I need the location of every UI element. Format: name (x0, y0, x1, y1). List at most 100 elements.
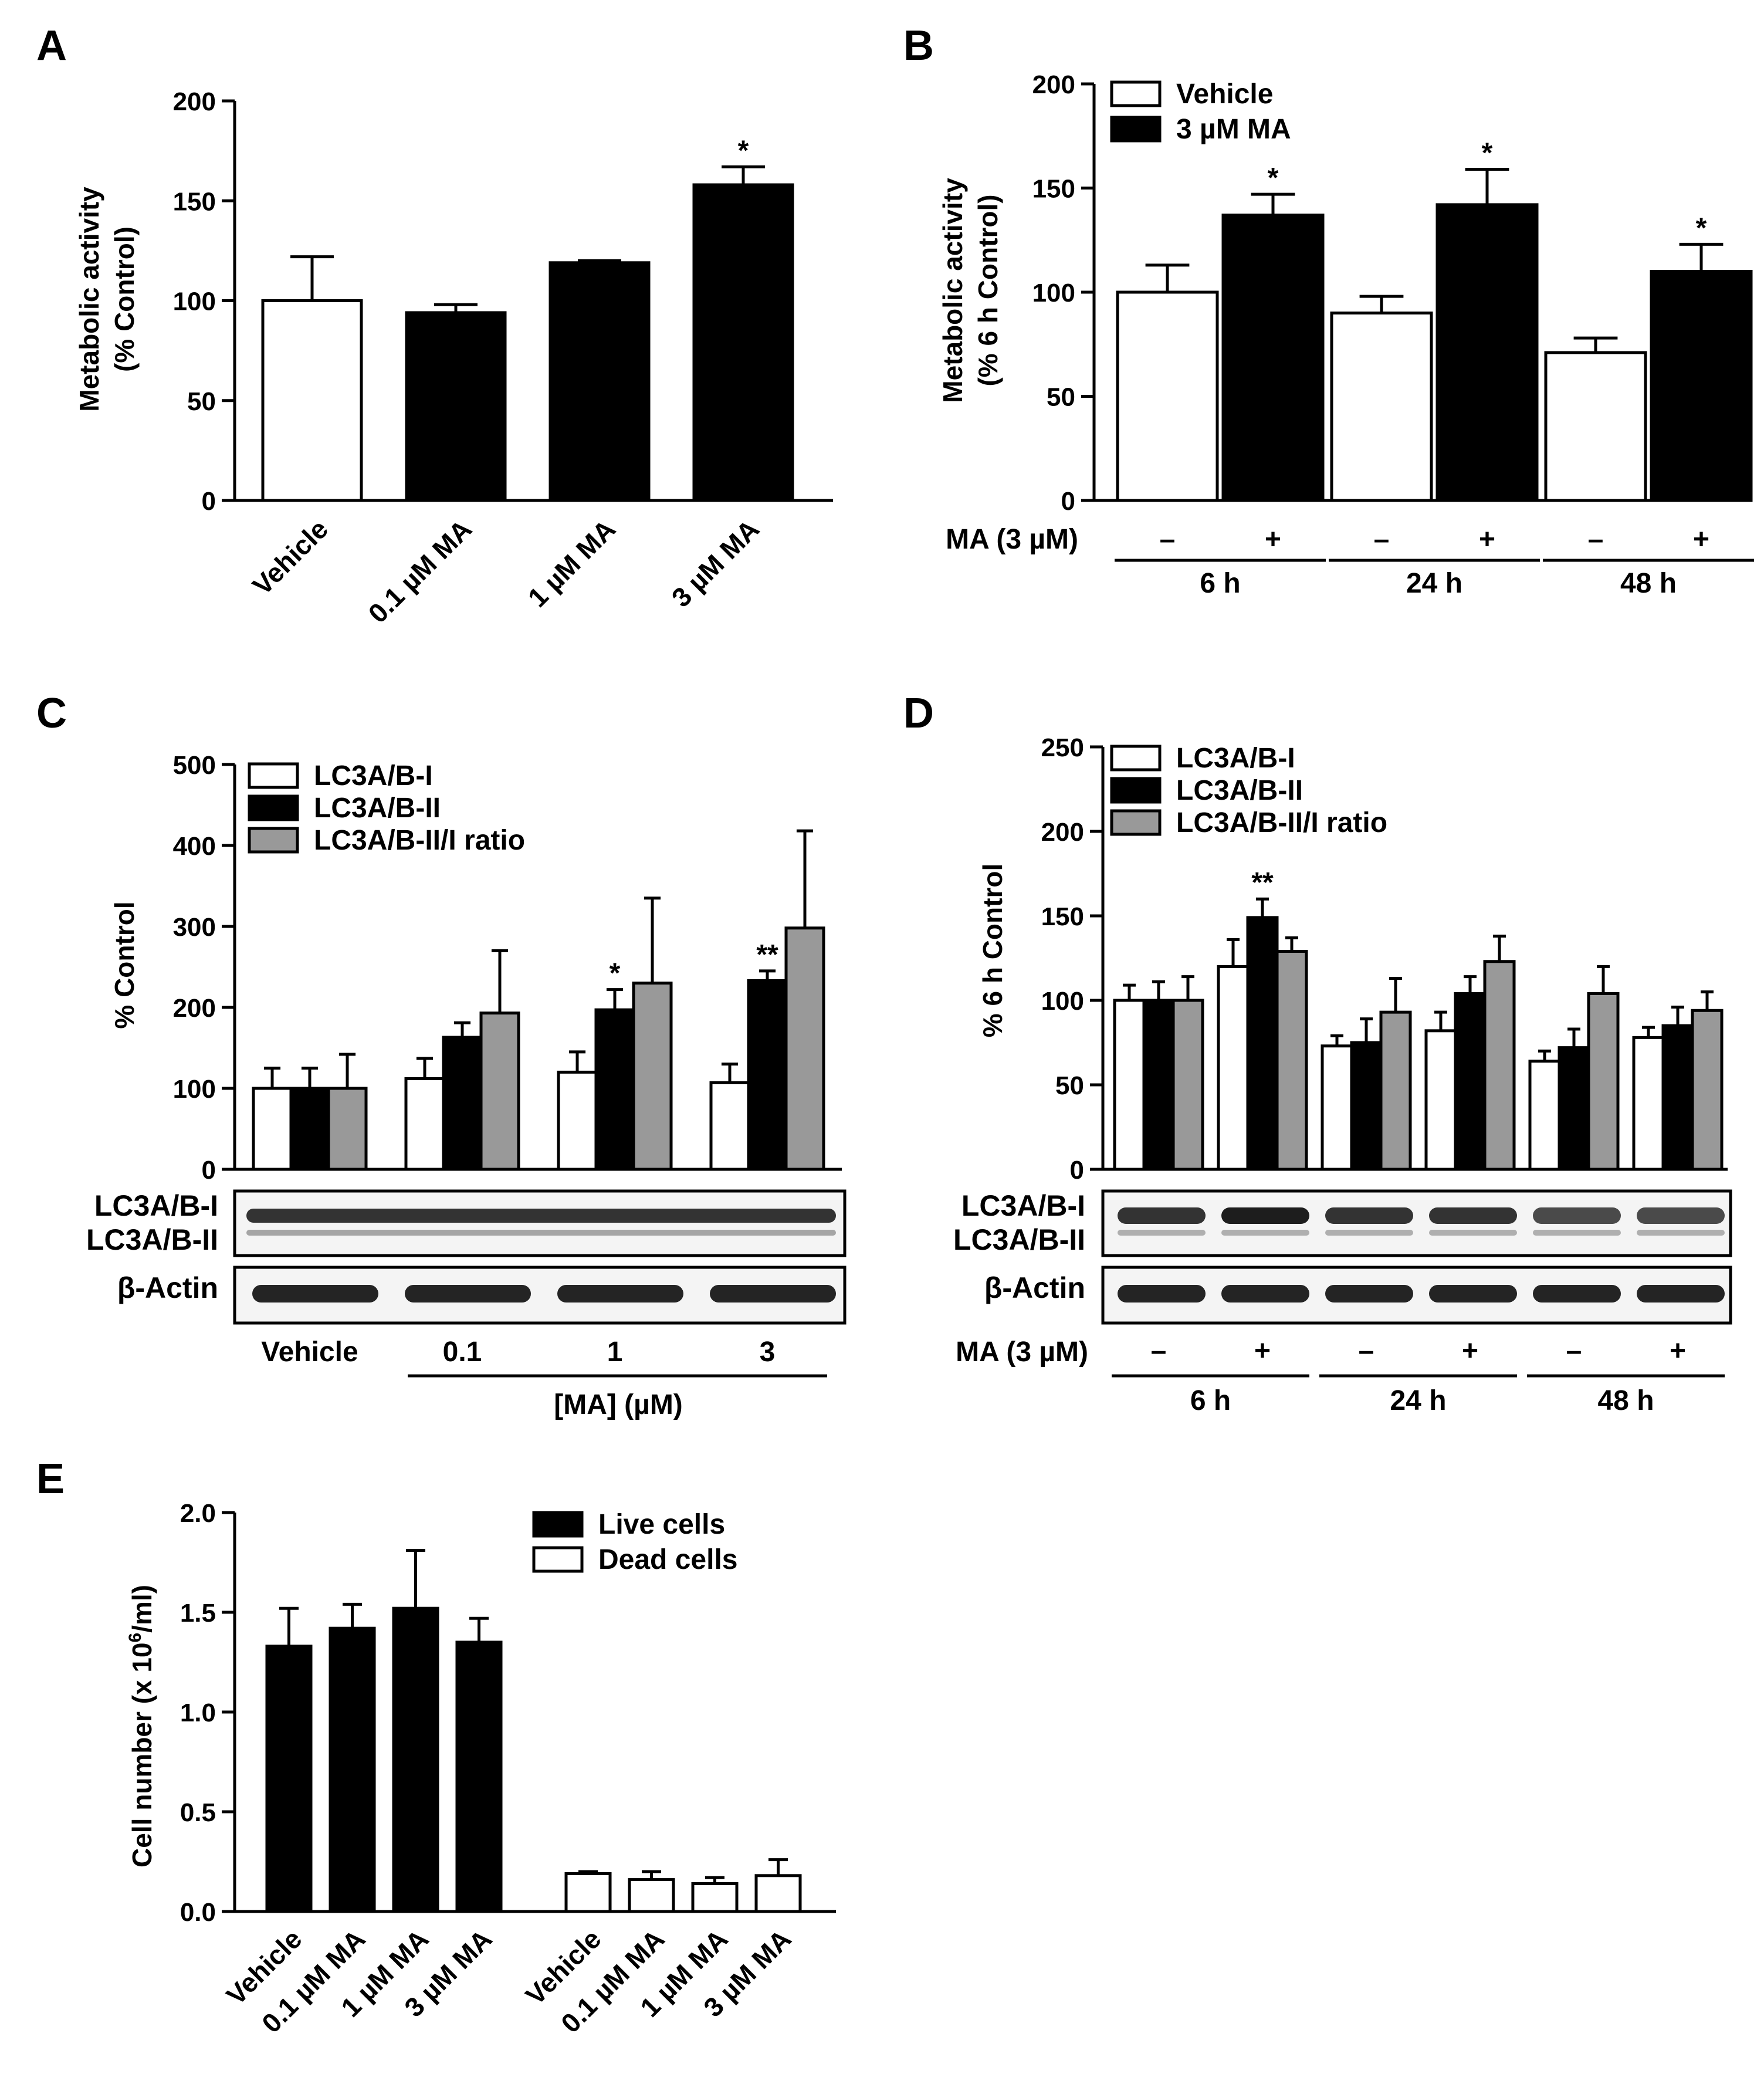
panel-d-blot-actin-band (1429, 1285, 1517, 1302)
panel-d-blot-lc3ii-band (1429, 1230, 1517, 1236)
panel-d-legend-lc3ii-label: LC3A/B-II (1176, 775, 1303, 806)
panel-c-series-0-bar (252, 1087, 293, 1171)
panel-d-series-1-bar (1661, 1024, 1694, 1171)
panel-a-y-tick-label: 50 (187, 387, 216, 416)
panel-a-category-label: 1 µM MA (522, 513, 621, 613)
panel-d-series-1-bar (1142, 999, 1175, 1171)
panel-b-legend-vehicle-label: Vehicle (1176, 79, 1273, 110)
panel-a-ylabel-line2: (% Control) (109, 226, 140, 372)
panel-a-y-tick-label: 200 (173, 87, 216, 116)
panel-b-ylabel-line1: Metabolic activity (937, 178, 968, 403)
panel-c-category-label: 1 (607, 1337, 623, 1368)
panel-c-series-0-bar (709, 1081, 750, 1171)
panel-e-legend-live-label: Live cells (598, 1509, 725, 1540)
panel-b-bar (1435, 203, 1539, 502)
panel-d-blot-actin-band (1637, 1285, 1725, 1302)
panel-c-significance: ** (756, 939, 778, 970)
panel-d-blot-actin-band (1533, 1285, 1621, 1302)
panel-e-bar (628, 1878, 675, 1913)
panel-e-y-tick-label: 0.0 (180, 1898, 216, 1927)
panel-b-y-tick-label: 100 (1032, 279, 1075, 307)
panel-d-ylabel: % 6 h Control (977, 864, 1008, 1037)
panel-b-bar (1330, 312, 1433, 502)
panel-d-series-0-bar (1113, 999, 1146, 1171)
panel-d-series-2-bar (1587, 992, 1620, 1171)
panel-c-category-label: 3 (760, 1337, 776, 1368)
panel-d-y-tick-label: 200 (1041, 818, 1084, 847)
panel-c-legend-lc3ii-swatch (248, 794, 299, 821)
panel-c-series-2-bar (479, 1011, 520, 1171)
panel-c-group-label: [MA] (µM) (554, 1389, 683, 1420)
panel-a-bar (549, 261, 651, 502)
panel-c-ylabel: % Control (109, 901, 140, 1029)
panel-letter-c: C (36, 690, 67, 737)
panel-d-group-label: 48 h (1597, 1385, 1654, 1416)
panel-c-legend-lc3i-swatch (248, 762, 299, 789)
panel-c-series-1-bar (289, 1087, 330, 1171)
panel-d-sign: – (1151, 1335, 1167, 1366)
panel-d-y-tick-label: 250 (1041, 733, 1084, 762)
panel-c-legend-ratio-label: LC3A/B-II/I ratio (314, 825, 525, 856)
panel-d-blot-lc3ii-band (1221, 1230, 1309, 1236)
panel-a-ylabel-line1: Metabolic activity (74, 187, 104, 412)
panel-d-blot-label-lc3i: LC3A/B-I (961, 1189, 1085, 1222)
panel-b-legend-vehicle-swatch (1110, 80, 1162, 107)
panel-d-blot-actin-frame (1101, 1266, 1732, 1325)
panel-d-series-2-bar (1172, 999, 1204, 1171)
panel-c-category-label: 0.1 (443, 1337, 482, 1368)
panel-d-blot-lc3-frame (1101, 1189, 1732, 1257)
panel-c-blot-actin-band (252, 1285, 378, 1302)
panel-d-series-0-bar (1217, 965, 1250, 1171)
panel-b-legend-ma-swatch (1110, 116, 1162, 143)
panel-d-group-label: 24 h (1390, 1385, 1446, 1416)
panel-d-blot-lc3i-band (1118, 1207, 1206, 1224)
panel-c-series-1-bar (442, 1036, 483, 1171)
panel-d-series-1-bar (1350, 1041, 1383, 1171)
panel-d-row-label: MA (3 µM) (956, 1337, 1088, 1368)
panel-d-blot-lc3i-band (1637, 1207, 1725, 1224)
panel-c-y-tick-label: 300 (173, 913, 216, 942)
panel-b-significance: * (1268, 163, 1279, 194)
panel-d-y-tick-label: 150 (1041, 902, 1084, 931)
panel-c-legend-ratio-swatch (248, 827, 299, 854)
panel-c-blot-lc3i-band (246, 1209, 836, 1223)
panel-b-group-label: 48 h (1620, 568, 1677, 599)
panel-d-blot-lc3ii-band (1325, 1230, 1413, 1236)
panel-c-blot-actin-band (405, 1285, 531, 1302)
panel-d-legend-ratio-swatch (1110, 809, 1162, 836)
panel-a-y-tick-label: 100 (173, 287, 216, 316)
panel-d-sign: + (1462, 1335, 1478, 1366)
panel-a-category-label: 0.1 µM MA (363, 513, 478, 628)
panel-c-blot-label-actin: β-Actin (117, 1271, 218, 1304)
panel-b-sign: – (1588, 524, 1604, 555)
panel-c-y-tick-label: 500 (173, 751, 216, 780)
panel-d-series-2-bar (1275, 949, 1308, 1171)
panel-d-y-tick-label: 0 (1070, 1156, 1084, 1185)
panel-b-y-tick-label: 0 (1061, 487, 1075, 516)
panel-d-blot-lc3i-band (1221, 1207, 1309, 1224)
panel-b-group-label: 6 h (1200, 568, 1240, 599)
panel-a-category-label: 3 µM MA (666, 513, 765, 613)
panel-c-category-label: Vehicle (261, 1337, 358, 1368)
panel-c-series-2-bar (632, 982, 673, 1171)
panel-e-bar (754, 1874, 802, 1913)
panel-d-legend-lc3ii-swatch (1110, 777, 1162, 804)
panel-e-bar (392, 1606, 439, 1913)
panel-d-blot-lc3ii-band (1533, 1230, 1621, 1236)
panel-c-blot-actin-band (557, 1285, 683, 1302)
panel-d-blot-label-lc3ii: LC3A/B-II (953, 1223, 1085, 1256)
panel-b-sign: + (1693, 524, 1709, 555)
panel-a-y-tick-label: 150 (173, 187, 216, 216)
panel-c-series-1-bar (747, 979, 788, 1171)
panel-b-sign: – (1374, 524, 1390, 555)
panel-c-y-tick-label: 200 (173, 994, 216, 1023)
panel-letter-d: D (903, 690, 934, 737)
panel-a-category-label: Vehicle (246, 513, 334, 601)
panel-e-legend-dead-swatch (532, 1546, 584, 1573)
panel-c-y-tick-label: 100 (173, 1075, 216, 1104)
panel-b-bar (1650, 270, 1753, 502)
panel-b-bar (1116, 290, 1219, 502)
panel-a-bar (261, 299, 363, 502)
panel-d-group-label: 6 h (1190, 1385, 1231, 1416)
